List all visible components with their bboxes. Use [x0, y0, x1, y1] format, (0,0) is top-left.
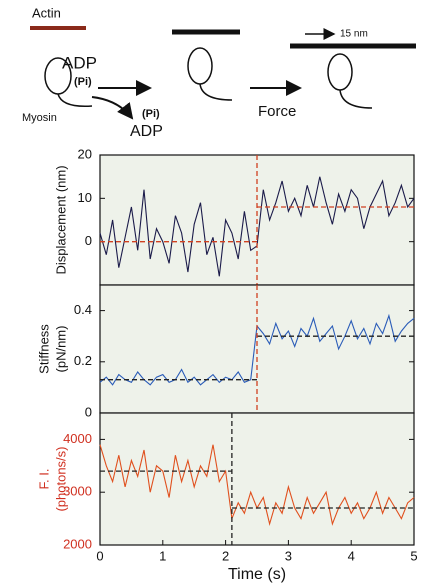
y-tick-label: 0	[85, 233, 92, 248]
myosin-tail	[199, 83, 233, 101]
myosin-tail	[339, 89, 373, 109]
myosin-head	[327, 53, 353, 91]
myosin-tail	[57, 93, 93, 107]
actin-label: Actin	[32, 5, 61, 20]
y-tick-label: 3000	[63, 484, 92, 499]
pi-release-label: (Pi)	[142, 108, 160, 120]
x-tick-label: 2	[222, 548, 229, 563]
y-axis-label: (pN/nm)	[53, 326, 68, 373]
pi-label: (Pi)	[74, 76, 92, 88]
y-tick-label: 0.2	[74, 353, 92, 368]
myosin-label: Myosin	[22, 112, 57, 124]
y-axis-label: Displacement (nm)	[53, 165, 68, 274]
force-label: Force	[258, 103, 296, 120]
x-tick-label: 3	[285, 548, 292, 563]
y-tick-label: 2000	[63, 536, 92, 551]
x-tick-label: 4	[348, 548, 355, 563]
y-tick-label: 20	[78, 146, 92, 161]
y-axis-label: (photons/s)	[53, 446, 68, 511]
y-tick-label: 0	[85, 404, 92, 419]
x-tick-label: 5	[410, 548, 417, 563]
y-tick-label: 0.4	[74, 302, 92, 317]
y-tick-label: 10	[78, 190, 92, 205]
x-tick-label: 0	[96, 548, 103, 563]
plot-area	[99, 412, 415, 546]
adp-label: ADP	[62, 53, 97, 72]
step-label: 15 nm	[340, 29, 368, 40]
y-axis-label: F. I.	[36, 469, 51, 490]
x-tick-label: 1	[159, 548, 166, 563]
y-tick-label: 4000	[63, 431, 92, 446]
y-axis-label: Stiffness	[36, 324, 51, 374]
adp-release-label: ADP	[130, 123, 163, 140]
x-axis-label: Time (s)	[228, 566, 286, 583]
diagram: Actin ADP (Pi) Myosin (Pi) ADP Force 15 …	[22, 5, 416, 140]
release-arrow	[91, 96, 134, 120]
myosin-head	[187, 47, 213, 85]
